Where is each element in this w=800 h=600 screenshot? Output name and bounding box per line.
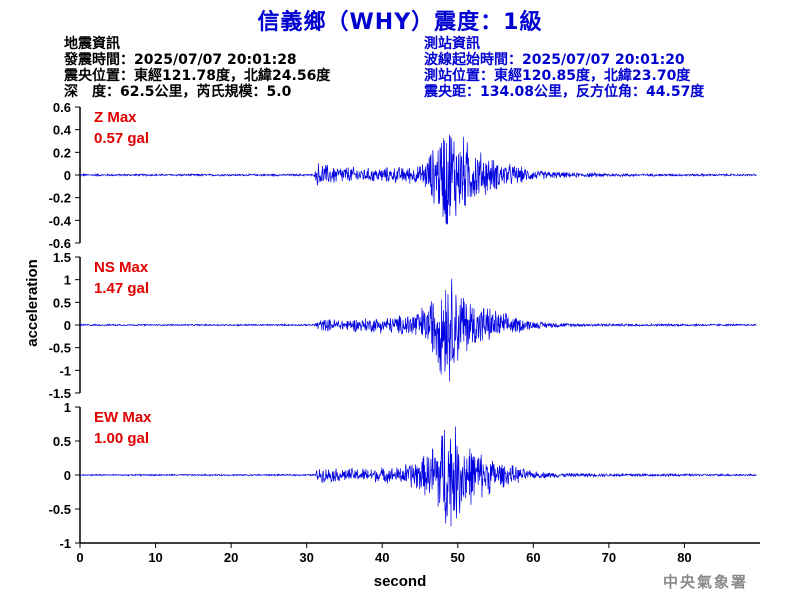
y-tick-label: -0.4 xyxy=(49,213,72,228)
y-tick-label: -1.5 xyxy=(49,386,71,401)
max-label-z: Z Max xyxy=(94,109,137,126)
quake-info-heading: 地震資訊 xyxy=(64,36,120,52)
panel-z: 0.6 0.4 0.2 0 -0.2 -0.4 -0.6 Z Max 0.57 gal xyxy=(49,100,757,251)
y-tick-label: 0 xyxy=(64,318,71,333)
y-tick-label: 0.5 xyxy=(53,295,71,310)
agency-credit: 中央氣象署 xyxy=(662,573,748,591)
x-tick-label: 0 xyxy=(76,550,83,565)
y-tick-label: 1.5 xyxy=(53,250,71,265)
y-axis-title: acceleration xyxy=(24,259,41,347)
max-label-ew: EW Max xyxy=(94,409,152,426)
y-tick-label: 0 xyxy=(64,468,71,483)
x-tick-label: 30 xyxy=(299,550,313,565)
station-wave-start: 波線起始時間：2025/07/07 20:01:20 xyxy=(424,52,685,68)
x-axis-title: second xyxy=(374,573,427,590)
y-tick-label: -0.5 xyxy=(49,341,71,356)
chart-title: 信義鄉（WHY）震度：1級 xyxy=(257,10,543,35)
station-info-block: 測站資訊 波線起始時間：2025/07/07 20:01:20 測站位置：東經1… xyxy=(424,36,704,100)
x-tick-label: 40 xyxy=(375,550,389,565)
y-tick-label: 0.5 xyxy=(53,434,71,449)
panel-ns: 1.5 1 0.5 0 -0.5 -1 -1.5 NS Max 1.47 gal xyxy=(49,250,757,401)
y-tick-label: 0.4 xyxy=(53,123,72,138)
station-location: 測站位置：東經120.85度，北緯23.70度 xyxy=(424,68,691,84)
y-tick-label: 1 xyxy=(64,400,71,415)
max-value-ew: 1.00 gal xyxy=(94,430,149,447)
x-tick-label: 80 xyxy=(677,550,691,565)
y-tick-label: -0.6 xyxy=(49,236,71,251)
panel-ew: 1 0.5 0 -0.5 -1 EW Max 1.00 gal xyxy=(49,400,757,551)
y-tick-label: 0.6 xyxy=(53,100,71,115)
y-tick-label: 0 xyxy=(64,168,71,183)
x-tick-label: 70 xyxy=(602,550,616,565)
quake-epicenter: 震央位置：東經121.78度，北緯24.56度 xyxy=(64,68,331,84)
y-tick-label: 0.2 xyxy=(53,145,71,160)
x-tick-label: 10 xyxy=(148,550,162,565)
quake-depth-magnitude: 深 度：62.5公里，芮氏規模：5.0 xyxy=(64,84,292,100)
max-label-ns: NS Max xyxy=(94,259,149,276)
y-tick-label: 1 xyxy=(64,273,71,288)
quake-origin-time: 發震時間：2025/07/07 20:01:28 xyxy=(64,52,297,68)
trace-ew xyxy=(79,426,757,527)
quake-info-block: 地震資訊 發震時間：2025/07/07 20:01:28 震央位置：東經121… xyxy=(64,36,330,100)
x-tick-label: 20 xyxy=(224,550,238,565)
trace-z xyxy=(79,134,757,225)
y-tick-label: -0.5 xyxy=(49,502,71,517)
max-value-z: 0.57 gal xyxy=(94,130,149,147)
station-info-heading: 測站資訊 xyxy=(424,36,480,52)
x-tick-label: 60 xyxy=(526,550,540,565)
x-tick-label: 50 xyxy=(451,550,465,565)
max-value-ns: 1.47 gal xyxy=(94,280,149,297)
y-tick-label: -1 xyxy=(59,363,71,378)
trace-ns xyxy=(79,278,757,382)
station-distance: 震央距：134.08公里，反方位角：44.57度 xyxy=(424,84,705,100)
y-tick-label: -0.2 xyxy=(49,191,71,206)
y-tick-label: -1 xyxy=(59,536,71,551)
